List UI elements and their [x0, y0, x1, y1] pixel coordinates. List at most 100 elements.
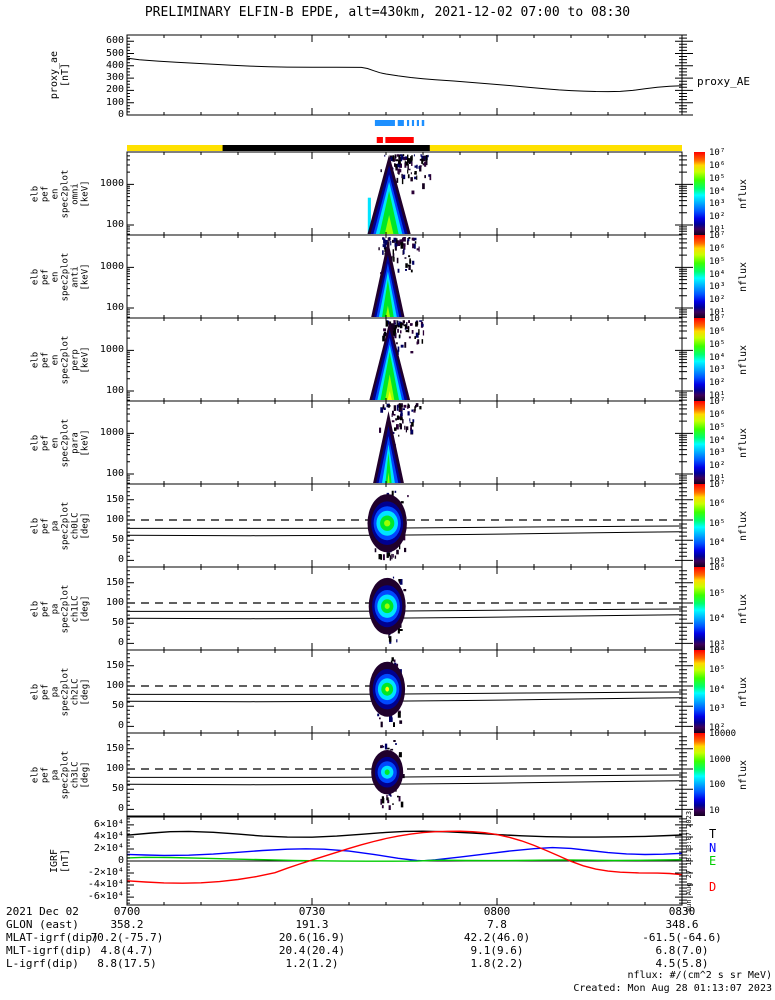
colorbar-label: 10⁶ [709, 646, 726, 656]
table-value: 348.6 [665, 918, 699, 931]
colorbar-label: 10⁴ [709, 186, 726, 197]
ylabel-word: spec2plot [60, 252, 70, 301]
pitch-angle-burst-layer [384, 520, 391, 527]
ylabel-word: pef [40, 434, 50, 451]
table-value: 42.2(46.0) [463, 931, 531, 944]
colorbar-label: 10² [709, 461, 726, 472]
ylabel-word: elb [30, 683, 40, 700]
science-zone-bar-blue [421, 120, 425, 126]
colorbar-unit-label: nflux [738, 759, 750, 790]
spectrogram-speckles [379, 403, 416, 433]
table-row-label: L-igrf(dip) [6, 957, 79, 970]
colorbar-label: 10⁶ [709, 499, 726, 510]
colorbar-label: 10³ [709, 365, 726, 376]
axis-ticks [126, 650, 693, 733]
panel-frame [126, 732, 683, 817]
y-tick-label: 0 [117, 637, 124, 649]
igrf-legend-N: N [709, 841, 717, 855]
ylabel-word: spec2plot [60, 667, 70, 716]
y-tick-label: 50 [111, 534, 124, 546]
spectrogram-speckles [384, 320, 420, 352]
colorbar-label: 10¹ [709, 308, 726, 318]
y-tick-label: 150 [105, 742, 124, 754]
ylabel-word: [keV] [80, 345, 90, 374]
colorbar-label: 10⁵ [709, 665, 726, 676]
colorbar-label: 10⁷ [709, 148, 726, 158]
colorbar-unit-label: nflux [738, 261, 750, 292]
table-value: 0730 [298, 905, 326, 918]
science-zone-bar-blue [397, 120, 404, 126]
colorbar-label: 10⁶ [709, 563, 726, 573]
figure-title: PRELIMINARY ELFIN-B EPDE, alt=430km, 202… [144, 5, 631, 20]
y-tick-label: 50 [111, 783, 124, 795]
y-tick-label: 100 [105, 763, 124, 774]
table-value: 358.2 [110, 918, 144, 931]
colorbar-label: 10⁶ [709, 326, 726, 337]
ylabel-word: [nT] [60, 848, 71, 874]
ylabel-word: ch2LC [70, 677, 80, 706]
energy-burst-column [367, 197, 371, 235]
y-tick-label: 600 [105, 35, 124, 47]
y-tick-label: 150 [105, 659, 124, 671]
colorbar-label: 10² [709, 212, 726, 223]
colorbar-label: 10⁴ [709, 352, 726, 363]
colorbar-label: 10⁵ [709, 518, 726, 529]
ylabel-word: pa [50, 603, 60, 614]
ylabel-word: elb [30, 766, 40, 783]
loss-cone-line [127, 774, 683, 778]
table-value: 7.8 [487, 918, 507, 931]
ylabel-word: pef [40, 185, 50, 202]
colorbar-unit-label: nflux [738, 510, 750, 541]
y-tick-label: 100 [105, 680, 124, 691]
y-tick-label: -4×10⁴ [87, 879, 124, 890]
energy-burst-layer [387, 472, 390, 483]
colorbar-label: 10000 [709, 729, 737, 739]
axis-ticks [126, 34, 693, 116]
y-tick-label: 100 [105, 514, 124, 525]
colorbar-label: 10⁵ [709, 256, 726, 267]
table-row-label: MLAT-igrf(dip) [6, 931, 99, 944]
colorbar-label: 10⁷ [709, 231, 726, 241]
spectrogram-speckles [387, 403, 419, 435]
loss-cone-line [127, 608, 683, 612]
table-row-label: 2021 Dec 02 [6, 905, 79, 918]
panel-frame [126, 400, 683, 485]
colorbar-label: 10⁵ [709, 422, 726, 433]
spectrogram-speckles [380, 237, 420, 275]
ylabel-word: pef [40, 683, 50, 700]
colorbar-label: 1000 [709, 754, 731, 765]
loss-cone-line [127, 691, 683, 695]
table-value: -61.5(-64.6) [642, 931, 722, 944]
colorbar-label: 10³ [709, 199, 726, 210]
footer-created: Created: Mon Aug 28 01:13:07 2023 [573, 983, 772, 994]
colorbar-unit-label: nflux [738, 344, 750, 375]
y-tick-label: 150 [105, 576, 124, 588]
ylabel-word: anti [70, 265, 80, 288]
igrf-legend-E: E [709, 854, 717, 868]
y-tick-label: 50 [111, 700, 124, 712]
ylabel-word: elb [30, 268, 40, 285]
y-tick-label: 0 [117, 554, 124, 566]
science-zone-bar-blue [374, 120, 395, 126]
loss-cone-line [126, 614, 683, 620]
ylabel-word: elb [30, 351, 40, 368]
spectrogram-speckles [392, 154, 428, 185]
ylabel-word: elb [30, 434, 40, 451]
colorbar-label: 10² [709, 378, 726, 389]
ylabel-word: elb [30, 517, 40, 534]
igrf-legend-D: D [709, 880, 717, 894]
ylabel-word: spec2plot [60, 584, 70, 633]
y-tick-label: 6×10⁴ [93, 818, 124, 830]
y-tick-label: 4×10⁴ [93, 831, 124, 842]
y-tick-label: 100 [105, 468, 124, 479]
colorbar [694, 152, 705, 235]
colorbar-label: 10³ [709, 557, 726, 567]
colorbar [694, 484, 705, 567]
ylabel-word: pef [40, 766, 50, 783]
y-tick-label: 0 [117, 109, 124, 120]
colorbar-unit-label: nflux [738, 178, 750, 209]
colorbar-label: 10⁵ [709, 339, 726, 350]
pitch-angle-burst-layer [384, 603, 390, 609]
ylabel-word: en [50, 437, 60, 448]
